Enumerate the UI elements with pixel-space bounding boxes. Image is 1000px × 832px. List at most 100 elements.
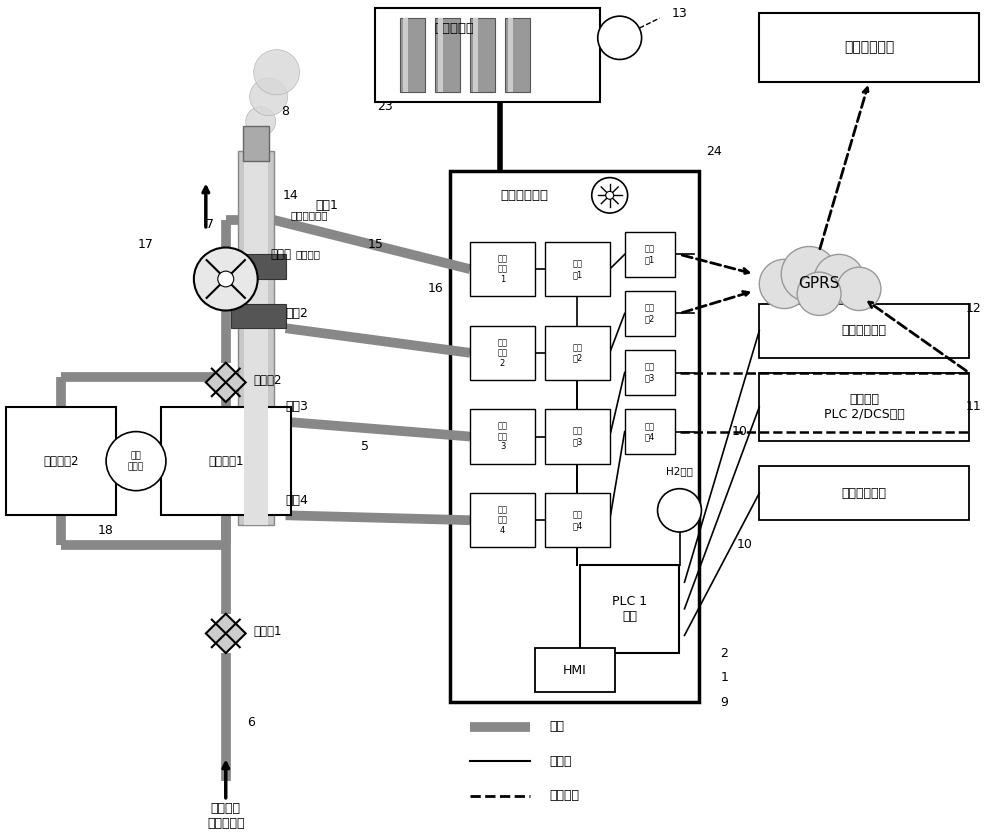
Text: 管道: 管道 <box>550 721 565 734</box>
Bar <box>759 373 969 442</box>
Bar <box>625 409 675 453</box>
Bar <box>243 126 269 161</box>
Text: 无线信号: 无线信号 <box>550 790 580 802</box>
Text: 2: 2 <box>720 646 728 660</box>
Text: 11: 11 <box>966 400 982 414</box>
Bar <box>470 409 535 463</box>
Circle shape <box>759 260 809 309</box>
Text: 24: 24 <box>707 145 722 157</box>
Text: 18: 18 <box>98 523 114 537</box>
Bar <box>438 18 443 92</box>
Text: 数采
仪1: 数采 仪1 <box>644 245 655 264</box>
Circle shape <box>598 16 642 59</box>
Text: GPRS: GPRS <box>798 276 840 291</box>
Text: 分析
仪4: 分析 仪4 <box>572 511 582 530</box>
Text: 10: 10 <box>736 538 752 552</box>
Circle shape <box>254 50 300 95</box>
Text: HMI: HMI <box>563 664 587 676</box>
Text: 数采
仪2: 数采 仪2 <box>644 304 655 323</box>
Text: 17: 17 <box>138 238 154 251</box>
Text: 23: 23 <box>377 100 393 113</box>
Text: 15: 15 <box>367 238 383 251</box>
Text: 1: 1 <box>720 671 728 684</box>
Circle shape <box>837 267 881 310</box>
Circle shape <box>658 488 701 532</box>
Circle shape <box>797 272 841 315</box>
Bar <box>505 18 530 92</box>
Bar <box>545 493 610 547</box>
Text: 10: 10 <box>731 425 747 438</box>
Text: 三通阀2: 三通阀2 <box>254 374 282 387</box>
Circle shape <box>106 432 166 491</box>
Text: 排口3: 排口3 <box>286 400 308 414</box>
Text: 预处
理器
3: 预处 理器 3 <box>497 422 507 452</box>
Text: 活性炭符1: 活性炭符1 <box>208 454 244 468</box>
Text: 分析
仪3: 分析 仪3 <box>572 427 582 446</box>
Text: 排口4: 排口4 <box>286 494 308 507</box>
Bar <box>625 350 675 394</box>
Bar <box>473 18 478 92</box>
Text: 12: 12 <box>966 302 982 315</box>
Text: 9: 9 <box>720 696 728 709</box>
Bar <box>470 326 535 380</box>
Text: PLC 1
机柜: PLC 1 机柜 <box>612 595 647 623</box>
Bar <box>400 18 425 92</box>
Circle shape <box>250 78 288 116</box>
Text: 数采
仪3: 数采 仪3 <box>644 363 655 382</box>
Bar <box>231 304 286 329</box>
Bar <box>545 409 610 463</box>
Text: 消防报警系统: 消防报警系统 <box>841 324 886 337</box>
Text: 8: 8 <box>282 105 290 118</box>
Polygon shape <box>206 614 246 653</box>
Text: 6: 6 <box>247 716 255 729</box>
Text: 伴热管线: 伴热管线 <box>296 250 321 260</box>
Bar <box>625 232 675 276</box>
Text: 差压
变送器: 差压 变送器 <box>128 452 144 471</box>
Text: H2探头: H2探头 <box>666 466 693 476</box>
Text: 工艺生产
PLC 2/DCS系统: 工艺生产 PLC 2/DCS系统 <box>824 393 904 421</box>
Text: 分析
仪2: 分析 仪2 <box>572 343 582 363</box>
Text: 氢气氮气站: 氢气氮气站 <box>434 22 474 35</box>
Text: 分析
仪1: 分析 仪1 <box>572 260 582 279</box>
Text: 16: 16 <box>427 282 443 295</box>
Text: 生产车间
或生产设备: 生产车间 或生产设备 <box>207 801 245 830</box>
Bar <box>435 18 460 92</box>
Bar <box>450 171 699 702</box>
Text: 三通阀1: 三通阀1 <box>254 625 282 638</box>
Bar <box>470 493 535 547</box>
Bar <box>6 407 116 515</box>
Text: 工厂信息系统: 工厂信息系统 <box>841 487 886 500</box>
Bar <box>375 8 600 102</box>
Text: 信号线: 信号线 <box>550 755 572 768</box>
Bar <box>470 18 495 92</box>
Text: 7: 7 <box>206 218 214 231</box>
Text: 5: 5 <box>361 440 369 453</box>
Circle shape <box>606 191 614 200</box>
Bar <box>759 13 979 82</box>
Circle shape <box>592 177 628 213</box>
Bar <box>231 255 286 279</box>
Text: 排口1: 排口1 <box>316 199 338 211</box>
Bar <box>535 648 615 692</box>
Text: 排风机: 排风机 <box>271 248 292 261</box>
Text: 活性炭符2: 活性炭符2 <box>43 454 79 468</box>
Bar <box>545 242 610 296</box>
Text: 预处
理器
1: 预处 理器 1 <box>497 255 507 284</box>
Bar <box>759 304 969 358</box>
Bar <box>545 326 610 380</box>
Bar <box>625 291 675 335</box>
Text: 14: 14 <box>283 189 298 202</box>
Circle shape <box>194 247 258 310</box>
Polygon shape <box>206 363 246 402</box>
Bar <box>244 151 268 525</box>
Text: 温压流变送器: 温压流变送器 <box>291 210 328 220</box>
Text: 政府监测平台: 政府监测平台 <box>844 41 894 55</box>
Text: 预处
理器
4: 预处 理器 4 <box>497 505 507 535</box>
Bar <box>238 151 274 525</box>
Circle shape <box>246 106 276 136</box>
Circle shape <box>814 255 864 304</box>
Bar <box>403 18 408 92</box>
Bar <box>759 466 969 520</box>
Bar <box>580 564 679 653</box>
Circle shape <box>218 271 234 287</box>
